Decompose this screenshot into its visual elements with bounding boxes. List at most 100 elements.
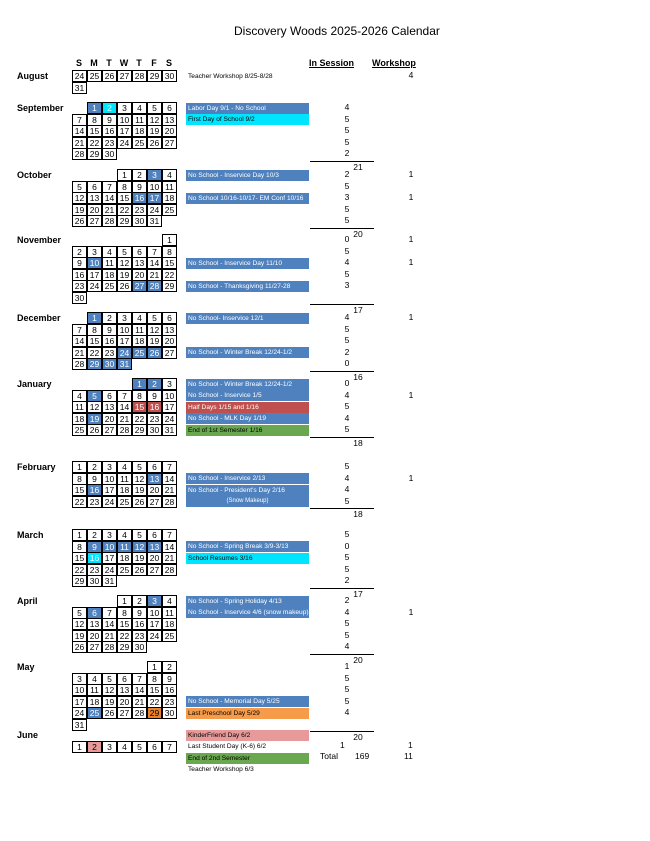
- day-cell: 9: [87, 540, 102, 553]
- day-cell: 23: [162, 695, 177, 708]
- day-cell: 1: [72, 529, 87, 541]
- day-cell: 26: [132, 495, 147, 508]
- day-cell: 17: [147, 618, 162, 630]
- day-cell: 14: [162, 540, 177, 553]
- day-cell: 25: [117, 563, 132, 576]
- in-session-count: 4: [344, 484, 350, 494]
- day-cell: 11: [117, 472, 132, 485]
- in-session-count: 0: [344, 540, 350, 551]
- day-cell: 30: [162, 707, 177, 719]
- in-session-count: 0: [344, 358, 350, 368]
- month-label: February: [17, 462, 56, 472]
- day-header: W: [119, 58, 129, 68]
- day-cell: 29: [72, 575, 87, 587]
- day-cell: 11: [72, 401, 87, 413]
- day-cell: 26: [132, 563, 147, 576]
- day-cell: 10: [87, 257, 102, 269]
- day-cell: 4: [102, 245, 117, 258]
- day-cell: 25: [132, 136, 147, 149]
- day-header: T: [106, 58, 112, 68]
- in-session-count: 2: [344, 148, 350, 158]
- day-cell: 20: [87, 203, 102, 216]
- day-cell: 1: [147, 661, 162, 673]
- day-cell: 15: [147, 684, 162, 696]
- day-cell: 13: [87, 192, 102, 204]
- day-cell: 13: [162, 323, 177, 336]
- day-cell: 6: [102, 389, 117, 402]
- day-cell: 24: [102, 495, 117, 508]
- day-cell: 25: [132, 346, 147, 359]
- month-label: June: [17, 730, 39, 740]
- day-cell: 7: [162, 529, 177, 541]
- in-session-count: 1: [344, 661, 350, 671]
- day-cell: 10: [72, 684, 87, 696]
- month-label: January: [17, 379, 52, 389]
- subtotal-line: [310, 508, 374, 509]
- in-session-count: 5: [344, 268, 350, 279]
- day-cell: 3: [117, 102, 132, 114]
- event-note: No School - Winter Break 12/24-1/2: [186, 378, 309, 390]
- day-cell: 30: [102, 358, 117, 370]
- in-session-count: 2: [344, 346, 350, 357]
- day-cell: 4: [87, 672, 102, 685]
- day-cell: 27: [162, 136, 177, 149]
- day-cell: 24: [117, 346, 132, 359]
- in-session-count: 5: [344, 203, 350, 214]
- day-cell: 9: [102, 323, 117, 336]
- day-cell: 20: [162, 335, 177, 347]
- day-cell: 1: [132, 378, 147, 390]
- day-cell: 7: [72, 113, 87, 126]
- in-session-count: 4: [344, 641, 350, 651]
- day-cell: 16: [147, 401, 162, 413]
- day-cell: 25: [117, 495, 132, 508]
- day-cell: 3: [102, 461, 117, 473]
- day-cell: 25: [72, 424, 87, 436]
- day-cell: 3: [147, 169, 162, 181]
- day-cell: 7: [162, 740, 177, 753]
- day-cell: 14: [72, 125, 87, 137]
- event-note: No School 10/16-10/17- EM Conf 10/16: [186, 192, 309, 204]
- day-cell: 23: [132, 203, 147, 216]
- in-session-count: 5: [344, 495, 350, 506]
- day-cell: 16: [87, 484, 102, 496]
- day-cell: 24: [72, 70, 87, 82]
- day-cell: 14: [132, 684, 147, 696]
- day-cell: 19: [72, 629, 87, 642]
- event-note: No School - Inservice 2/13: [186, 473, 309, 484]
- day-cell: 23: [147, 412, 162, 425]
- day-cell: 24: [87, 280, 102, 292]
- day-cell: 8: [132, 389, 147, 402]
- workshop-count: 1: [408, 389, 414, 400]
- in-session-count: 4: [344, 472, 350, 483]
- in-session-count: 5: [344, 401, 350, 411]
- day-cell: 17: [102, 552, 117, 564]
- day-cell: 6: [132, 245, 147, 258]
- day-cell: 17: [87, 268, 102, 281]
- total-label: Total: [320, 751, 338, 761]
- day-cell: 2: [87, 461, 102, 473]
- day-cell: 1: [162, 234, 177, 246]
- day-cell: 8: [117, 180, 132, 193]
- day-cell: 3: [87, 245, 102, 258]
- day-cell: 21: [102, 203, 117, 216]
- day-cell: 26: [102, 70, 117, 82]
- day-cell: 30: [102, 148, 117, 160]
- day-cell: 18: [162, 618, 177, 630]
- day-cell: 30: [132, 215, 147, 227]
- day-cell: 5: [132, 461, 147, 473]
- total-days: 169: [355, 751, 370, 761]
- day-cell: 23: [102, 136, 117, 149]
- event-note: Last Preschool Day 5/29: [186, 707, 309, 719]
- day-cell: 13: [147, 540, 162, 553]
- day-cell: 21: [147, 268, 162, 281]
- day-cell: 2: [162, 661, 177, 673]
- in-session-count: 5: [344, 695, 350, 706]
- month-subtotal: 16: [353, 371, 363, 382]
- day-cell: 26: [117, 280, 132, 292]
- event-note: Teacher Workshop 6/3: [188, 766, 254, 773]
- in-session-count: 4: [344, 606, 350, 617]
- day-cell: 10: [117, 323, 132, 336]
- day-cell: 8: [72, 472, 87, 485]
- total-workshop-june: 1: [408, 740, 413, 750]
- day-cell: 27: [132, 280, 147, 292]
